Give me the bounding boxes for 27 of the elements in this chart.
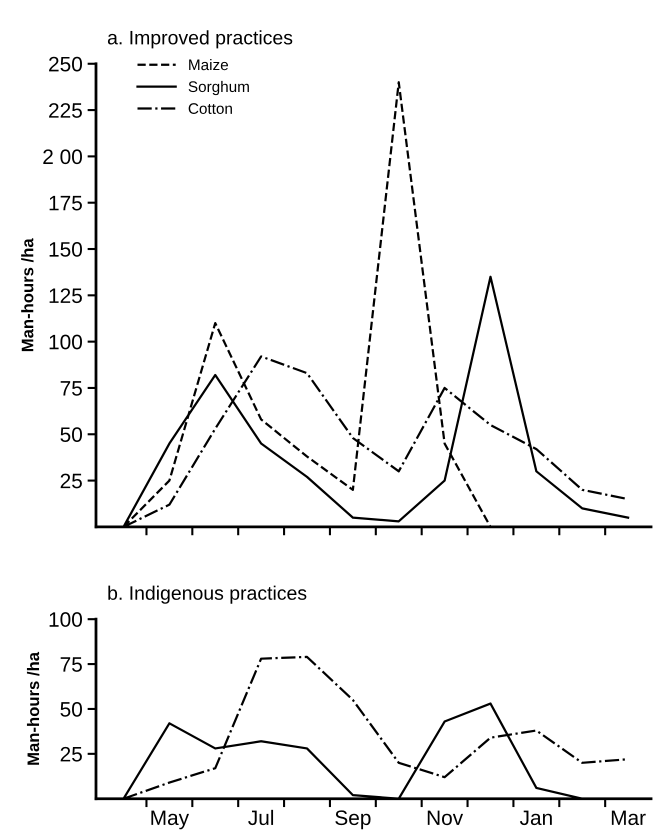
- y-tick-label: 50: [60, 427, 82, 442]
- x-tick-label: May: [151, 810, 190, 830]
- y-tick-label: 25: [60, 746, 82, 762]
- legend-label: Cotton: [188, 103, 232, 114]
- y-tick-label: 225: [49, 103, 82, 118]
- y-tick-label: 50: [60, 702, 82, 717]
- y-axis-title: Man-hours /ha: [21, 238, 34, 352]
- legend-label: Sorghum: [188, 80, 249, 96]
- y-tick-label: 100: [50, 334, 82, 350]
- y-tick-label: 25: [60, 474, 82, 488]
- y-tick-label: 175: [50, 196, 82, 210]
- y-axis-title: Man-hours /ha: [26, 652, 40, 765]
- chart-title: a. Improved practices: [108, 30, 292, 48]
- y-tick-label: 150: [50, 242, 82, 257]
- y-tick-label: 100: [50, 612, 82, 627]
- x-tick-label: Jul: [248, 810, 274, 826]
- chart-title: b. Indigenous practices: [108, 586, 306, 604]
- x-tick-label: Sep: [335, 810, 371, 830]
- x-tick-label: Nov: [428, 810, 464, 826]
- y-tick-label: 2 00: [43, 149, 82, 164]
- y-tick-label: 75: [60, 381, 82, 396]
- y-tick-label: 250: [49, 56, 82, 72]
- y-tick-label: 75: [60, 657, 82, 672]
- legend-label: Maize: [189, 58, 228, 70]
- y-tick-label: 125: [50, 288, 82, 304]
- x-tick-label: Jan: [520, 810, 552, 826]
- x-tick-label: Mar: [612, 810, 646, 826]
